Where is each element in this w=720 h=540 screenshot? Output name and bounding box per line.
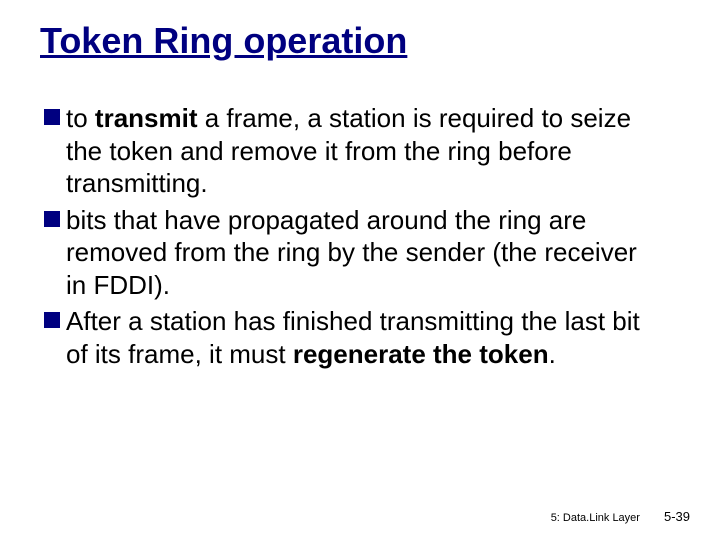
footer-page: 5-39 <box>664 509 690 524</box>
text-bold: regenerate the token <box>293 339 549 369</box>
bullet-text: to transmit a frame, a station is requir… <box>66 102 650 200</box>
bullet-item: to transmit a frame, a station is requir… <box>44 102 650 200</box>
slide: Token Ring operation to transmit a frame… <box>0 0 720 540</box>
slide-footer: 5: Data.Link Layer 5-39 <box>551 509 690 524</box>
bullet-marker-icon <box>44 109 60 125</box>
text-span: bits that have propagated around the rin… <box>66 205 637 300</box>
bullet-marker-icon <box>44 312 60 328</box>
bullet-item: After a station has finished transmittin… <box>44 305 650 370</box>
slide-title: Token Ring operation <box>40 20 680 62</box>
text-span: to <box>66 103 95 133</box>
bullet-marker-icon <box>44 211 60 227</box>
slide-body: to transmit a frame, a station is requir… <box>40 102 680 370</box>
text-bold: transmit <box>95 103 198 133</box>
text-span: . <box>549 339 556 369</box>
footer-section: 5: Data.Link Layer <box>551 512 640 524</box>
bullet-text: bits that have propagated around the rin… <box>66 204 650 302</box>
bullet-text: After a station has finished transmittin… <box>66 305 650 370</box>
bullet-item: bits that have propagated around the rin… <box>44 204 650 302</box>
